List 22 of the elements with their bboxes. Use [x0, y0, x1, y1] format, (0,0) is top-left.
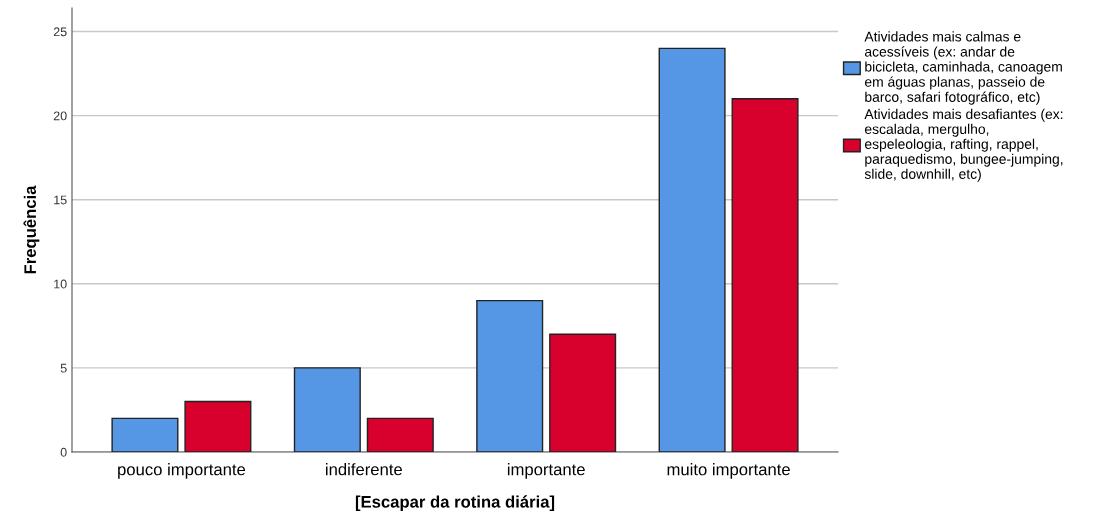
y-tick-label: 10 [54, 279, 67, 289]
y-tick-label: 25 [53, 27, 67, 37]
x-tick-label: pouco importante [118, 463, 246, 479]
bar [293, 367, 361, 452]
bar [476, 299, 544, 452]
x-tick-label: indiferente [326, 463, 402, 476]
x-tick-label: muito importante [667, 463, 790, 479]
x-axis-title: [Escapar da rotina diária] [355, 495, 555, 511]
legend-label: Atividades mais desafiantes (ex: escalada, mergulho, espeleologia, rafting, rappel, paraquedismo, bungee-jumping, slide, downhill, etc) [864, 108, 1063, 182]
bar [184, 400, 252, 452]
legend-label: Atividades mais calmas e acessíveis (ex: andar de bicicleta, caminhada, canoagem em águas planas, passeio de barco, safari fotográfico, etc) [864, 31, 1062, 105]
bar [366, 417, 434, 452]
x-tick-label: importante [507, 463, 585, 479]
y-tick-label: 15 [54, 195, 67, 205]
bar [731, 98, 799, 452]
y-tick-label: 5 [60, 363, 67, 373]
bar [111, 417, 179, 452]
y-tick-label: 20 [53, 111, 67, 121]
bar [549, 333, 617, 452]
bar [658, 47, 726, 452]
y-axis-title: Frequência [23, 185, 40, 274]
y-tick-label: 0 [60, 447, 67, 457]
